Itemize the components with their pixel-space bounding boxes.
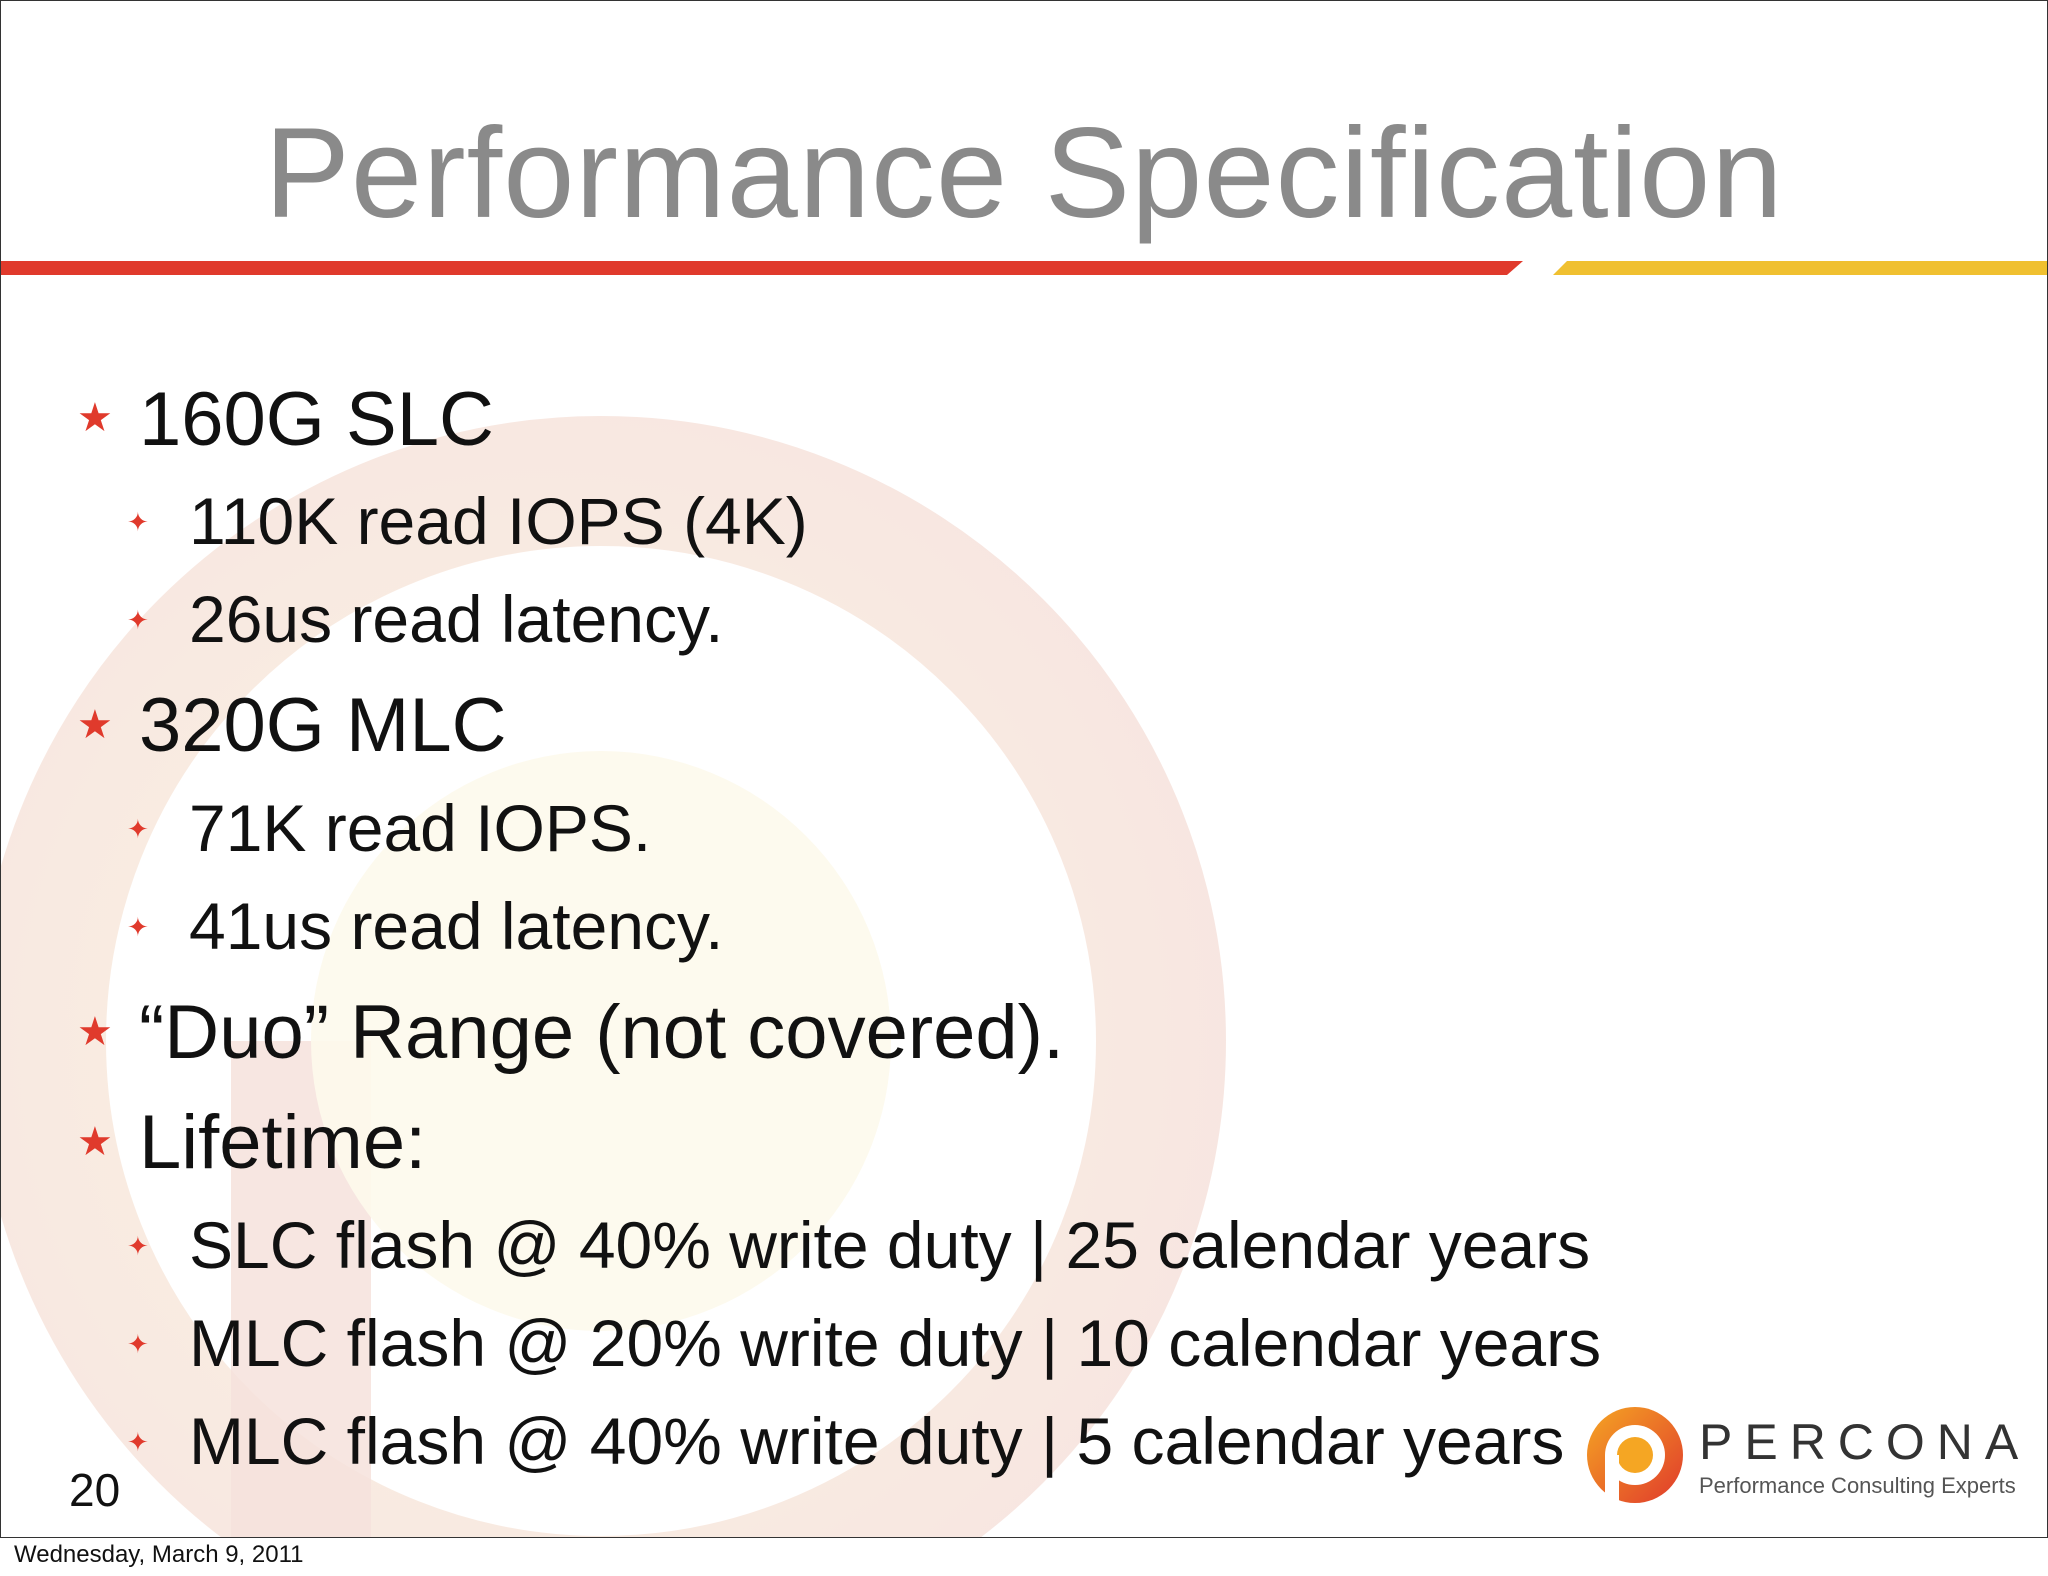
bullet-item: Lifetime: <box>139 1100 427 1185</box>
percona-logo: PERCONA Performance Consulting Experts <box>1583 1401 2023 1513</box>
sub-bullet-item: MLC flash @ 40% write duty | 5 calendar … <box>189 1404 1565 1478</box>
bullet-star-icon: ★ <box>77 703 113 747</box>
sub-bullet-item: SLC flash @ 40% write duty | 25 calendar… <box>189 1208 1591 1282</box>
sub-bullet-item: 26us read latency. <box>189 582 724 656</box>
bullet-star-icon: ★ <box>77 1010 113 1054</box>
sub-bullet-diamond-icon: ✦ <box>127 507 149 537</box>
bullet-star-icon: ★ <box>77 1120 113 1164</box>
bullet-item: “Duo” Range (not covered). <box>139 990 1065 1075</box>
bullet-star-icon: ★ <box>77 396 113 440</box>
sub-bullet-diamond-icon: ✦ <box>127 1329 149 1359</box>
sub-bullet-item: MLC flash @ 20% write duty | 10 calendar… <box>189 1306 1602 1380</box>
footer-date: Wednesday, March 9, 2011 <box>14 1541 304 1568</box>
sub-bullet-diamond-icon: ✦ <box>127 1231 149 1261</box>
sub-bullet-item: 110K read IOPS (4K) <box>189 484 808 558</box>
percona-watermark-logo <box>1 416 1226 1537</box>
logo-wordmark: PERCONA <box>1699 1414 2031 1470</box>
sub-bullet-diamond-icon: ✦ <box>127 912 149 942</box>
sub-bullet-item: 71K read IOPS. <box>189 791 652 865</box>
bullet-item: 320G MLC <box>139 683 507 768</box>
sub-bullet-diamond-icon: ✦ <box>127 1427 149 1457</box>
bullet-item: 160G SLC <box>139 377 494 462</box>
sub-bullet-item: 41us read latency. <box>189 889 724 963</box>
percona-logo-icon <box>1587 1407 1683 1503</box>
slide: Performance Specification ★ 160G SLC ✦ 1… <box>0 0 2048 1538</box>
page-number: 20 <box>69 1464 121 1516</box>
slide-title: Performance Specification <box>264 102 1784 245</box>
sub-bullet-diamond-icon: ✦ <box>127 814 149 844</box>
sub-bullet-diamond-icon: ✦ <box>127 605 149 635</box>
title-rule <box>1 261 2047 275</box>
logo-tagline: Performance Consulting Experts <box>1699 1473 2016 1498</box>
